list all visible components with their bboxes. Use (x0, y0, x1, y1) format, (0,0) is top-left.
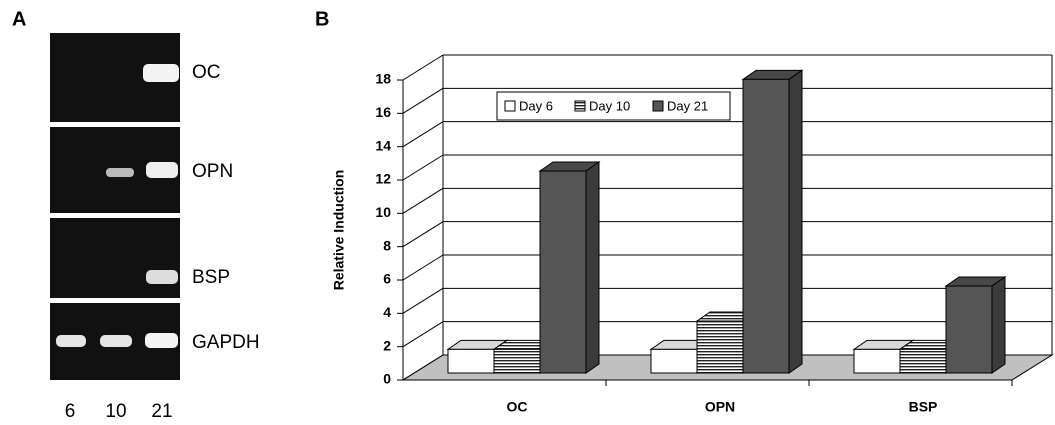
panel-label: B (315, 8, 329, 30)
lane-label: 21 (151, 401, 172, 422)
bar-side (992, 277, 1005, 373)
bar (854, 349, 900, 373)
y-axis-label: Relative Induction (331, 170, 347, 291)
band-label: GAPDH (192, 332, 260, 353)
lane-label: 6 (65, 401, 76, 422)
y-tick-label: 14 (375, 137, 391, 153)
lane-label: 10 (105, 401, 126, 422)
legend-label: Day 21 (667, 98, 708, 113)
bar (494, 349, 540, 373)
grid-line (403, 122, 443, 147)
band-label: BSP (192, 267, 230, 288)
bar (946, 286, 992, 373)
band-label: OPN (192, 161, 233, 182)
legend-swatch (505, 101, 515, 111)
x-tick-label: OC (507, 399, 528, 415)
x-tick-label: OPN (705, 399, 735, 415)
legend-label: Day 10 (589, 98, 630, 113)
bar (540, 171, 586, 373)
bar-side (789, 70, 802, 373)
grid-line (403, 188, 443, 213)
gel (50, 33, 180, 380)
bar (743, 79, 789, 373)
y-tick-label: 0 (383, 371, 391, 387)
grid-line (403, 88, 443, 113)
grid-line (403, 255, 443, 280)
band-label: OC (192, 62, 221, 83)
bar (697, 321, 743, 373)
grid-line (403, 55, 443, 80)
legend-label: Day 6 (519, 98, 553, 113)
figure: A B Relative Induction OC OPN BSP GAPDH 6 10 2… (0, 0, 1055, 425)
legend-swatch (653, 101, 663, 111)
y-tick-label: 4 (383, 304, 391, 320)
grid-line (403, 288, 443, 313)
y-tick-label: 16 (375, 104, 391, 120)
legend-swatch (575, 101, 585, 111)
bar (900, 349, 946, 373)
grid-line (403, 155, 443, 180)
y-tick-label: 10 (375, 204, 391, 220)
y-tick-label: 18 (375, 71, 391, 87)
x-tick-label: BSP (909, 399, 938, 415)
y-tick-label: 12 (375, 171, 391, 187)
bar (448, 349, 494, 373)
y-tick-label: 6 (383, 271, 391, 287)
y-tick-label: 8 (383, 237, 391, 253)
grid-line (403, 222, 443, 247)
y-tick-label: 2 (383, 337, 391, 353)
grid-line (403, 322, 443, 347)
bar (651, 349, 697, 373)
bar-side (586, 162, 599, 373)
panel-label: A (12, 8, 26, 30)
